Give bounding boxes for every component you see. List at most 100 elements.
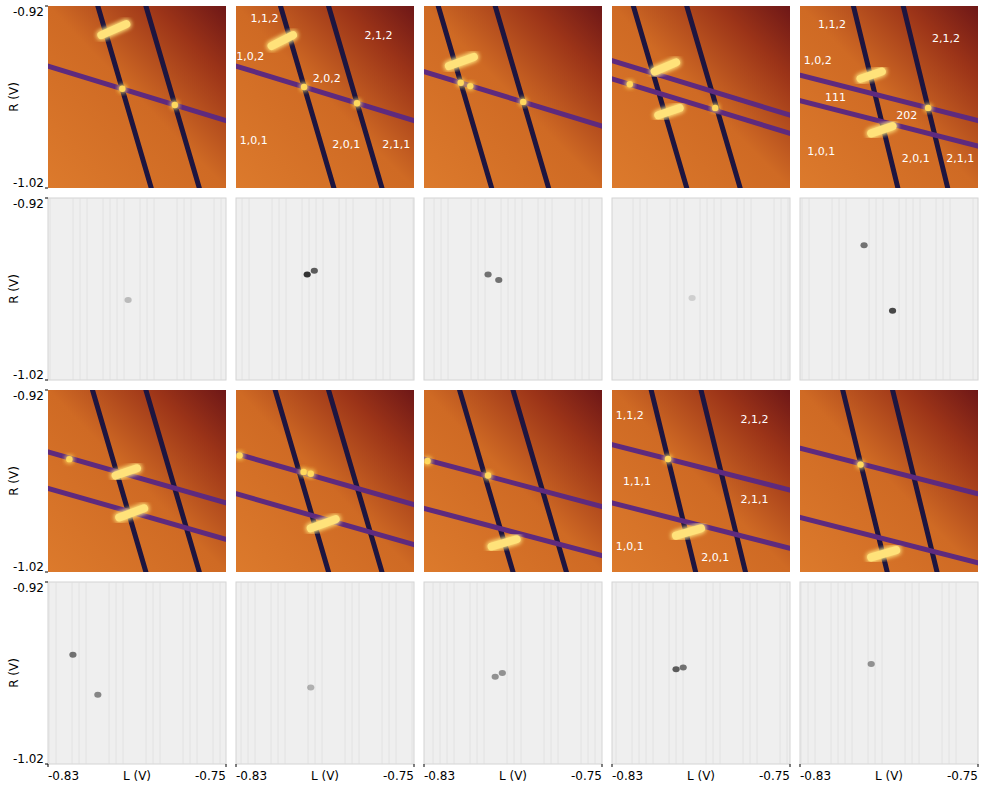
region-label: 2,1,1: [946, 152, 974, 165]
texture: [220, 582, 221, 764]
texture: [56, 582, 57, 764]
region-label: 2,1,2: [932, 32, 960, 45]
texture: [507, 582, 508, 764]
texture: [214, 198, 215, 380]
texture: [831, 582, 832, 764]
map-background: [800, 6, 978, 188]
texture: [802, 198, 803, 380]
texture: [788, 198, 789, 380]
panel: -1.02-0.92R (V): [7, 5, 226, 190]
texture: [906, 198, 907, 380]
dark-spot: [94, 692, 101, 698]
texture: [242, 198, 243, 380]
map-background: [236, 582, 414, 764]
plot-area: [424, 390, 602, 572]
x-tick-label: -0.83: [236, 769, 267, 783]
texture: [396, 582, 397, 764]
texture: [653, 582, 654, 764]
texture: [72, 582, 73, 764]
bright-dot: [627, 81, 633, 87]
texture: [575, 198, 576, 380]
plot-area: [49, 582, 220, 764]
transition-line: [438, 6, 491, 188]
texture: [302, 198, 303, 380]
texture: [706, 582, 707, 764]
texture: [670, 198, 671, 380]
bright-spot: [871, 550, 896, 557]
panel: [236, 390, 414, 572]
panel: [424, 390, 602, 572]
texture: [713, 582, 714, 764]
texture: [315, 582, 316, 764]
texture: [221, 198, 222, 380]
texture: [478, 198, 479, 380]
texture: [545, 198, 546, 380]
x-tick: [236, 764, 237, 767]
panel: [236, 198, 414, 380]
texture: [50, 198, 51, 380]
panel: -0.83-0.75L (V): [236, 582, 414, 783]
texture: [285, 582, 286, 764]
texture: [79, 582, 80, 764]
texture: [346, 198, 347, 380]
y-tick-label: -0.92: [13, 5, 44, 19]
texture: [339, 198, 340, 380]
panel: 1,1,21,0,22,1,21112021,0,12,0,12,1,1: [800, 6, 978, 188]
texture: [707, 198, 708, 380]
texture: [949, 582, 950, 764]
y-tick-label: -1.02: [13, 368, 44, 382]
x-tick-label: -0.75: [571, 769, 602, 783]
texture: [140, 198, 141, 380]
panel: [612, 6, 790, 188]
bright-dot: [520, 99, 526, 105]
panel: -1.02-0.92R (V)-0.83-0.75L (V): [7, 581, 226, 783]
texture: [441, 198, 442, 380]
region-label: 2,0,1: [701, 551, 729, 564]
region-label: 1,0,2: [236, 50, 264, 63]
dark-spot: [484, 271, 491, 277]
texture: [646, 582, 647, 764]
transition-line: [800, 517, 978, 563]
plot-area: [236, 6, 414, 188]
texture: [508, 198, 509, 380]
y-axis-title: R (V): [7, 658, 21, 688]
texture: [551, 582, 552, 764]
plot-area: [236, 390, 414, 572]
texture: [950, 198, 951, 380]
texture: [248, 582, 249, 764]
texture: [160, 582, 161, 764]
transition-line: [612, 445, 790, 491]
texture: [448, 198, 449, 380]
texture: [383, 198, 384, 380]
texture: [640, 198, 641, 380]
transition-line: [800, 75, 978, 121]
bright-dot: [712, 105, 718, 111]
texture: [241, 582, 242, 764]
texture: [477, 582, 478, 764]
panel: -0.83-0.75L (V): [424, 582, 602, 783]
texture: [815, 582, 816, 764]
bright-dot: [467, 83, 473, 89]
y-tick-label: -0.92: [13, 197, 44, 211]
texture: [345, 582, 346, 764]
texture: [919, 582, 920, 764]
dark-spot: [492, 674, 499, 680]
texture: [581, 582, 582, 764]
texture: [942, 582, 943, 764]
texture: [249, 198, 250, 380]
plot-area: [633, 198, 788, 380]
x-tick: [414, 764, 415, 767]
texture: [639, 582, 640, 764]
plot-area: [433, 582, 595, 764]
texture: [943, 198, 944, 380]
texture: [676, 582, 677, 764]
y-tick-label: -0.92: [13, 581, 44, 595]
x-tick: [226, 764, 227, 767]
texture: [757, 582, 758, 764]
texture: [677, 198, 678, 380]
dark-spot: [495, 277, 502, 283]
region-label: 2,1,1: [382, 138, 410, 151]
bright-spot: [655, 62, 676, 71]
bright-spot: [272, 35, 293, 46]
texture: [737, 198, 738, 380]
